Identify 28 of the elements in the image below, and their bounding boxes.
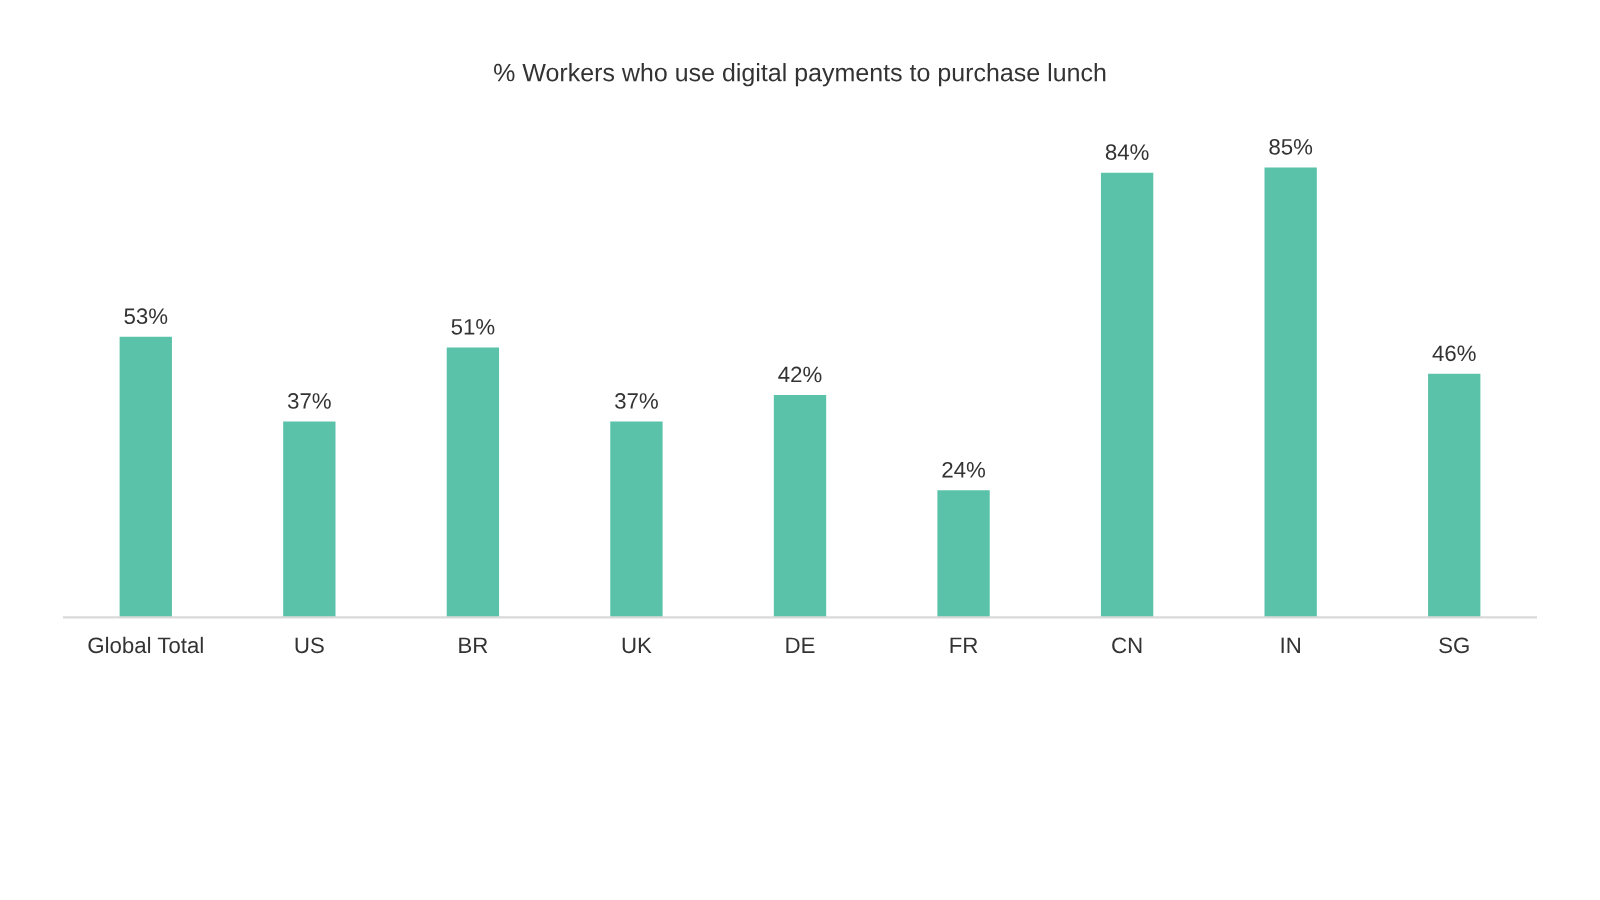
data-label: 53%: [124, 308, 168, 325]
data-label: 85%: [1269, 138, 1313, 155]
bar: [446, 347, 500, 618]
data-label: 46%: [1432, 345, 1476, 362]
data-label: 24%: [942, 461, 985, 478]
data-label: 84%: [1105, 144, 1149, 160]
data-label: 37%: [615, 393, 658, 409]
bar: [610, 421, 663, 618]
x-tick-label: SG: [1439, 637, 1469, 654]
bar: [1100, 172, 1154, 618]
x-tick-label: FR: [950, 637, 978, 653]
data-label: 51%: [451, 319, 495, 335]
chart-title: % Workers who use digital payments to purchase lunch: [494, 63, 1106, 87]
x-tick-label: DE: [786, 637, 815, 653]
bar: [283, 421, 336, 618]
x-tick-label: IN: [1281, 637, 1300, 653]
x-tick-label: UK: [622, 637, 652, 654]
x-tick-label: Global Total: [88, 636, 203, 654]
x-tick-label: BR: [459, 637, 488, 653]
bar: [937, 490, 990, 618]
data-label: 37%: [287, 393, 331, 409]
bar: [1264, 167, 1317, 618]
data-label: 42%: [778, 366, 822, 383]
bar: [1428, 373, 1481, 618]
bar: [119, 336, 172, 618]
x-tick-label: US: [295, 637, 324, 654]
bar: [773, 395, 827, 618]
x-tick-label: CN: [1112, 637, 1142, 654]
